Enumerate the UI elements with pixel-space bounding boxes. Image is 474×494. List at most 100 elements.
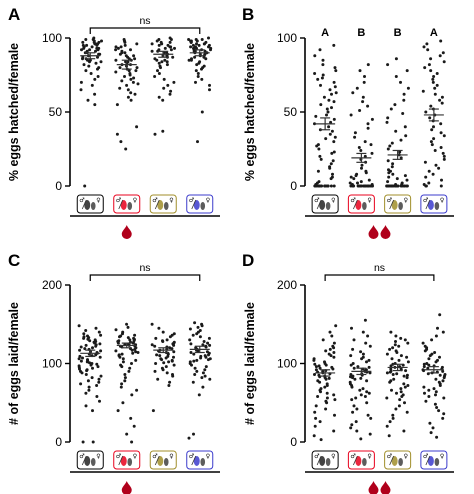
data-point: [196, 325, 200, 329]
male-symbol-icon: ♂: [387, 197, 392, 204]
data-point: [390, 165, 394, 169]
data-point: [162, 77, 166, 81]
icon-frame: [186, 450, 214, 470]
data-point: [133, 92, 137, 96]
data-point: [441, 369, 445, 373]
group-icon-1: ♂ ♀: [113, 450, 141, 470]
data-point: [434, 360, 438, 364]
y-tick-label-0: 0: [290, 179, 297, 193]
data-point: [197, 43, 201, 47]
data-point: [189, 351, 193, 354]
mosquito-female-icon: [157, 456, 164, 466]
data-point: [94, 326, 98, 330]
data-point: [202, 340, 206, 343]
data-point: [123, 75, 126, 78]
data-point: [91, 366, 94, 370]
data-point: [431, 77, 435, 81]
data-point: [434, 163, 438, 167]
data-point: [435, 72, 439, 75]
data-point: [368, 344, 372, 348]
data-point: [394, 340, 397, 343]
data-point: [198, 335, 202, 339]
mosquito-leg-icon: [425, 455, 431, 466]
data-point: [319, 157, 323, 161]
data-point: [207, 336, 211, 340]
blood-drop-icon-0: [121, 481, 132, 494]
data-point: [360, 163, 364, 167]
data-point: [348, 181, 352, 185]
data-point: [193, 373, 197, 376]
data-point: [441, 416, 445, 420]
data-point: [354, 396, 358, 400]
data-point: [195, 332, 199, 336]
data-point: [349, 373, 353, 376]
data-point: [329, 120, 333, 124]
data-point: [328, 330, 332, 334]
data-point: [129, 91, 133, 95]
male-symbol-icon: ♂: [387, 453, 392, 460]
data-point: [432, 75, 436, 78]
data-point: [82, 336, 86, 340]
data-point: [158, 354, 162, 358]
mosquito-leg-icon: [389, 455, 394, 466]
data-point: [169, 38, 173, 41]
data-point: [439, 39, 443, 43]
data-point: [316, 77, 320, 81]
data-point: [189, 342, 193, 346]
data-point: [172, 343, 176, 347]
data-point: [204, 365, 208, 369]
data-point: [400, 395, 404, 398]
data-point: [168, 92, 172, 96]
data-point: [427, 357, 431, 361]
data-point: [95, 362, 99, 366]
data-point: [326, 110, 330, 114]
data-point: [95, 384, 99, 387]
y-tick-label-100: 100: [42, 357, 62, 371]
data-point: [80, 371, 84, 375]
data-point: [329, 354, 333, 358]
data-point: [131, 341, 135, 345]
data-point: [200, 77, 204, 81]
data-point: [89, 72, 93, 75]
data-group-0: [313, 43, 338, 188]
data-point: [353, 377, 357, 381]
mosquito-male-icon: [398, 202, 403, 210]
data-point: [314, 365, 318, 369]
icon-frame: [384, 450, 412, 470]
group-icon-1: ♂ ♀: [347, 450, 375, 470]
data-point: [172, 350, 176, 354]
data-point: [155, 39, 159, 43]
data-point: [331, 367, 335, 371]
data-point: [399, 390, 403, 394]
data-point: [172, 355, 175, 359]
data-point: [363, 184, 367, 188]
data-point: [429, 69, 433, 73]
data-point: [208, 343, 212, 347]
data-point: [81, 57, 84, 61]
icon-frame: [311, 194, 339, 214]
data-point: [438, 384, 442, 387]
data-point: [367, 365, 371, 369]
data-point: [135, 66, 139, 70]
data-group-1: [114, 322, 140, 444]
data-point: [157, 43, 161, 47]
data-point: [88, 48, 92, 52]
data-point: [97, 380, 101, 384]
data-point: [388, 380, 392, 384]
icon-frame: [420, 450, 448, 470]
y-tick-label-100: 100: [42, 31, 62, 45]
data-point: [314, 404, 318, 408]
data-point: [125, 432, 129, 436]
data-point: [316, 395, 320, 398]
data-point: [189, 40, 193, 44]
data-point: [386, 147, 390, 151]
y-axis-label: # of eggs laid/female: [7, 302, 21, 425]
data-point: [200, 110, 204, 114]
blood-drop-icon-1: [380, 225, 391, 239]
data-point: [134, 350, 138, 354]
data-point: [391, 413, 395, 417]
data-point: [150, 343, 154, 347]
panel-letter-B: B: [242, 5, 254, 24]
data-point: [351, 347, 355, 351]
data-point: [390, 388, 393, 392]
